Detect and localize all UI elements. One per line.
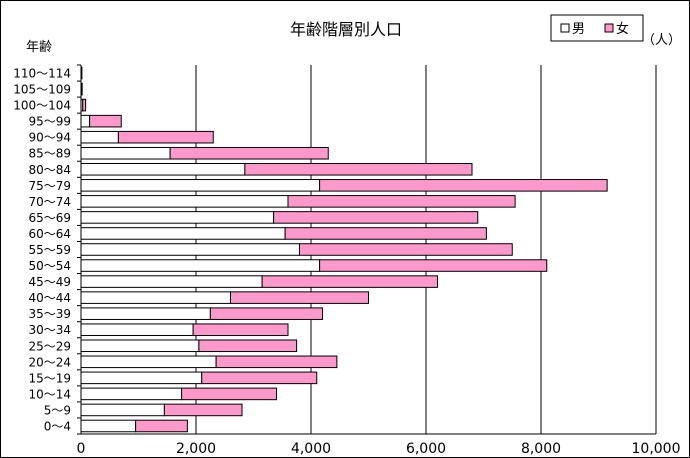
y-tick-label: 80～84 <box>28 163 71 177</box>
y-tick-label: 85～89 <box>28 147 71 161</box>
y-tick-label: 55～59 <box>28 243 71 257</box>
bar-male <box>80 307 211 320</box>
x-tick-label: 4,000 <box>291 441 331 457</box>
y-tick-label: 70～74 <box>28 195 71 209</box>
bar-female <box>192 323 289 336</box>
x-tick-labels: 0 2,000 4,000 6,000 8,000 10,000 <box>77 441 681 457</box>
y-tick-label: 35～39 <box>28 307 71 321</box>
y-tick-label: 65～69 <box>28 211 71 225</box>
bar-female <box>82 98 87 112</box>
bar-male <box>80 323 194 336</box>
legend-label-male: 男 <box>572 22 585 37</box>
y-tick-label: 0～4 <box>44 419 71 433</box>
bar-female <box>299 243 513 256</box>
y-tick-label: 30～34 <box>28 323 71 337</box>
y-tick-label: 10～14 <box>28 387 71 401</box>
y-tick-label: 15～19 <box>28 371 71 385</box>
bar-male <box>80 130 119 144</box>
legend: 男 女 <box>550 14 644 42</box>
bar-male <box>80 355 217 369</box>
y-tick-labels: 0～4 5～9 10～14 15～19 20～24 25～29 30～34 35～39 40～4… <box>13 67 71 434</box>
bar-male <box>80 275 263 288</box>
bar-male <box>80 403 165 417</box>
x-tick-label: 6,000 <box>406 441 446 457</box>
y-tick-label: 60～64 <box>28 227 71 241</box>
bar-female <box>117 130 214 144</box>
bar-male <box>80 114 91 128</box>
y-tick-label: 110～114 <box>13 67 71 81</box>
bar-female <box>319 179 608 192</box>
bar-female <box>273 211 479 224</box>
bar-female <box>169 146 329 160</box>
y-tick-label: 50～54 <box>28 259 71 273</box>
bar-female <box>198 339 298 353</box>
bar-male <box>80 163 246 176</box>
legend-swatch-male <box>560 23 570 33</box>
bar-male <box>80 387 183 401</box>
bar-male <box>80 195 289 208</box>
x-tick-label: 10,000 <box>632 441 681 457</box>
bar-female <box>215 355 338 369</box>
bar-male <box>80 371 203 385</box>
y-tick-label: 5～9 <box>44 403 71 417</box>
bar-female <box>209 307 323 320</box>
y-tick-label: 95～99 <box>28 115 71 129</box>
x-tick-label: 0 <box>77 441 86 457</box>
bar-male <box>80 211 275 224</box>
bar-male <box>80 419 137 433</box>
bar-male <box>80 243 300 256</box>
x-tick-label: 8,000 <box>521 441 561 457</box>
y-axis-label: 年齢 <box>26 40 52 55</box>
y-tick-label: 90～94 <box>28 131 71 145</box>
bar-female <box>81 82 83 96</box>
bar-female <box>135 419 188 433</box>
unit-label: （人） <box>642 33 681 48</box>
y-tick-label: 45～49 <box>28 275 71 289</box>
chart-title: 年齢階層別人口 <box>290 20 402 39</box>
bar-female <box>287 195 516 208</box>
bar-female <box>201 371 318 385</box>
bar-male <box>80 291 231 304</box>
axes <box>77 64 656 435</box>
legend-label-female: 女 <box>616 21 629 37</box>
legend-swatch-female <box>604 23 614 33</box>
y-tick-label: 40～44 <box>28 291 71 305</box>
bar-male <box>80 259 321 272</box>
x-tick-label: 2,000 <box>176 441 216 457</box>
y-tick-label: 20～24 <box>28 355 71 369</box>
y-tick-label: 100～104 <box>13 99 71 113</box>
bar-female <box>230 291 369 304</box>
bar-female <box>284 227 487 240</box>
bar-male <box>80 227 286 240</box>
bar-female <box>181 387 277 401</box>
bar-female <box>89 114 122 128</box>
bar-female <box>261 275 438 288</box>
bars <box>80 66 608 433</box>
bar-male <box>80 146 171 160</box>
y-tick-label: 105～109 <box>13 83 71 97</box>
bar-male <box>80 339 200 353</box>
y-tick-label: 25～29 <box>28 339 71 353</box>
bar-male <box>80 179 321 192</box>
bar-female <box>244 163 473 176</box>
y-tick-label: 75～79 <box>28 179 71 193</box>
bar-female <box>319 259 548 272</box>
bar-female <box>163 403 243 417</box>
